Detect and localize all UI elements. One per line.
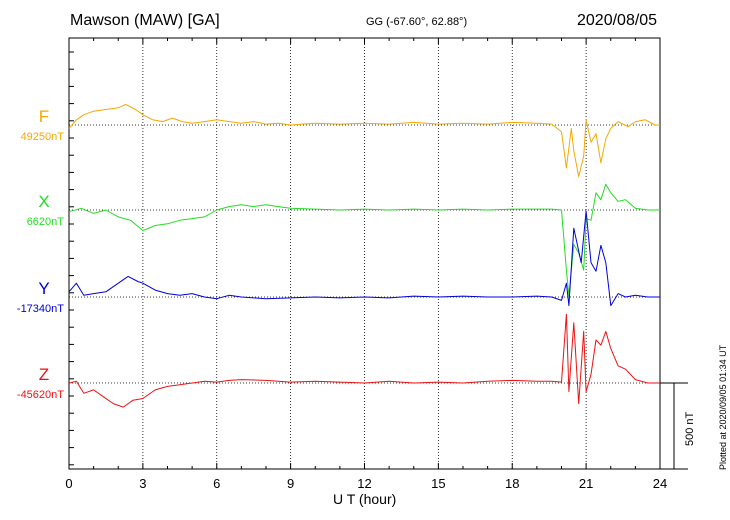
axis-ticks [68,38,661,469]
x-tick-label: 6 [213,476,221,491]
plot-date: 2020/08/05 [577,12,658,29]
x-tick-label: 12 [357,476,372,491]
channel-baseline-z: -45620nT [16,389,64,401]
channel-baseline-f: 49250nT [20,131,64,143]
channel-label-z: Z [38,365,50,384]
channel-label-f: F [38,107,50,126]
channel-baseline-y: -17340nT [16,303,64,315]
channel-baseline-x: 6620nT [26,216,64,228]
station-title: Mawson (MAW) [GA] [70,12,220,29]
scale-bar-label: 500 nT [684,411,696,446]
scale-bar [660,382,688,470]
channel-label-y: Y [38,279,50,298]
x-tick-label: 24 [652,476,668,491]
x-tick-label: 18 [505,476,520,491]
x-tick-label: 3 [139,476,147,491]
series-lines [68,103,660,408]
x-tick-label: 0 [65,476,73,491]
channel-label-x: X [38,192,50,211]
x-tick-label: 9 [287,476,295,491]
geo-coordinates: GG (-67.60°, 62.88°) [366,16,468,28]
plotted-timestamp: Plotted at 2020/09/05 01:34 UT [718,344,728,470]
x-tick-label: 21 [578,476,594,491]
x-tick-label: 15 [431,476,446,491]
series-line-f [68,103,660,178]
series-line-y [68,210,660,307]
grid-lines [142,38,587,469]
series-line-x [68,183,660,297]
series-line-z [68,313,660,408]
x-axis-title: U T (hour) [333,491,397,507]
